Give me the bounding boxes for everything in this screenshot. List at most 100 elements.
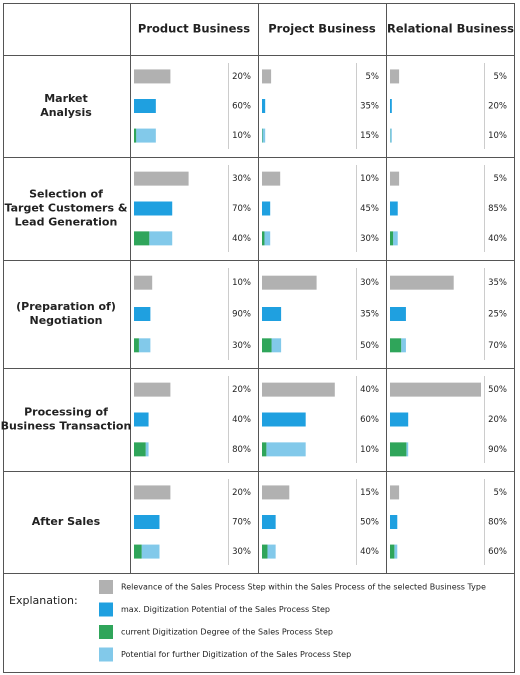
relevance-bar [134, 275, 153, 290]
potential-bar [134, 412, 149, 427]
column-header: Project Business [268, 22, 376, 36]
percent-label: 10% [488, 131, 507, 141]
relevance-bar [134, 69, 171, 84]
relevance-bar [262, 382, 335, 397]
degree-bar [262, 338, 272, 353]
percent-label: 50% [488, 385, 507, 395]
percent-label: 5% [366, 72, 380, 82]
percent-label: 40% [232, 415, 251, 425]
percent-label: 40% [360, 547, 379, 557]
percent-label: 20% [232, 385, 251, 395]
percent-label: 5% [494, 72, 508, 82]
further-potential-bar [406, 442, 409, 457]
degree-bar [390, 231, 394, 246]
degree-bar [390, 544, 395, 559]
potential-bar [390, 307, 406, 321]
relevance-bar [390, 171, 400, 186]
percent-label: 60% [360, 415, 379, 425]
legend-swatch [99, 580, 113, 594]
potential-bar [262, 515, 276, 529]
potential-bar [390, 412, 409, 427]
legend-label: current Digitization Degree of the Sales… [121, 628, 333, 637]
column-header: Product Business [138, 22, 250, 36]
potential-bar [262, 99, 266, 113]
further-potential-bar [136, 128, 156, 143]
percent-label: 35% [488, 278, 507, 288]
legend-swatch [99, 625, 113, 639]
further-potential-bar [394, 544, 398, 559]
percent-label: 30% [360, 234, 379, 244]
percent-label: 30% [232, 341, 251, 351]
further-potential-bar [141, 544, 160, 559]
row-label: Selection of [29, 188, 103, 201]
further-potential-bar [267, 544, 276, 559]
relevance-bar [390, 275, 454, 290]
potential-bar [134, 307, 151, 321]
potential-bar [262, 201, 271, 216]
row-label: (Preparation of) [16, 300, 116, 313]
percent-label: 20% [488, 102, 507, 112]
potential-bar [390, 99, 392, 113]
percent-label: 60% [488, 547, 507, 557]
percent-label: 5% [494, 174, 508, 184]
degree-bar [134, 338, 139, 353]
relevance-bar [390, 485, 400, 500]
potential-bar [262, 412, 306, 427]
row-label: Business Transaction [1, 420, 132, 433]
percent-label: 10% [360, 174, 379, 184]
potential-bar [134, 99, 156, 113]
percent-label: 60% [232, 102, 251, 112]
further-potential-bar [266, 442, 306, 457]
relevance-bar [262, 275, 317, 290]
row-label: Processing of [24, 406, 108, 419]
percent-label: 25% [488, 310, 507, 320]
potential-bar [390, 201, 398, 216]
relevance-bar [134, 485, 171, 500]
degree-bar [262, 231, 265, 246]
legend-label: Potential for further Digitization of th… [121, 650, 351, 659]
percent-label: 80% [488, 518, 507, 528]
further-potential-bar [138, 338, 151, 353]
percent-label: 70% [232, 204, 251, 214]
further-potential-bar [271, 338, 282, 353]
percent-label: 70% [488, 341, 507, 351]
percent-label: 90% [488, 445, 507, 455]
degree-bar [134, 231, 150, 246]
potential-bar [390, 515, 398, 529]
degree-bar [390, 442, 407, 457]
percent-label: 50% [360, 341, 379, 351]
potential-bar [262, 307, 282, 321]
further-potential-bar [393, 231, 398, 246]
percent-label: 20% [232, 72, 251, 82]
further-potential-bar [264, 231, 271, 246]
percent-label: 10% [360, 445, 379, 455]
further-potential-bar [390, 128, 392, 143]
percent-label: 70% [232, 518, 251, 528]
relevance-bar [390, 382, 481, 397]
degree-bar [390, 338, 402, 353]
legend-label: max. Digitization Potential of the Sales… [121, 605, 330, 614]
further-potential-bar [401, 338, 406, 353]
legend-swatch [99, 602, 113, 617]
percent-label: 10% [232, 131, 251, 141]
legend-label: Relevance of the Sales Process Step with… [121, 583, 486, 592]
degree-bar [134, 128, 137, 143]
percent-label: 85% [488, 204, 507, 214]
relevance-bar [134, 171, 189, 186]
potential-bar [134, 201, 173, 216]
row-label: After Sales [32, 515, 101, 528]
relevance-bar [390, 69, 400, 84]
percent-label: 20% [488, 415, 507, 425]
percent-label: 15% [360, 488, 379, 498]
further-potential-bar [149, 231, 173, 246]
degree-bar [262, 442, 267, 457]
percent-label: 40% [232, 234, 251, 244]
percent-label: 80% [232, 445, 251, 455]
percent-label: 15% [360, 131, 379, 141]
percent-label: 35% [360, 310, 379, 320]
percent-label: 20% [232, 488, 251, 498]
percent-label: 40% [488, 234, 507, 244]
potential-bar [134, 515, 160, 529]
further-potential-bar [262, 128, 266, 143]
